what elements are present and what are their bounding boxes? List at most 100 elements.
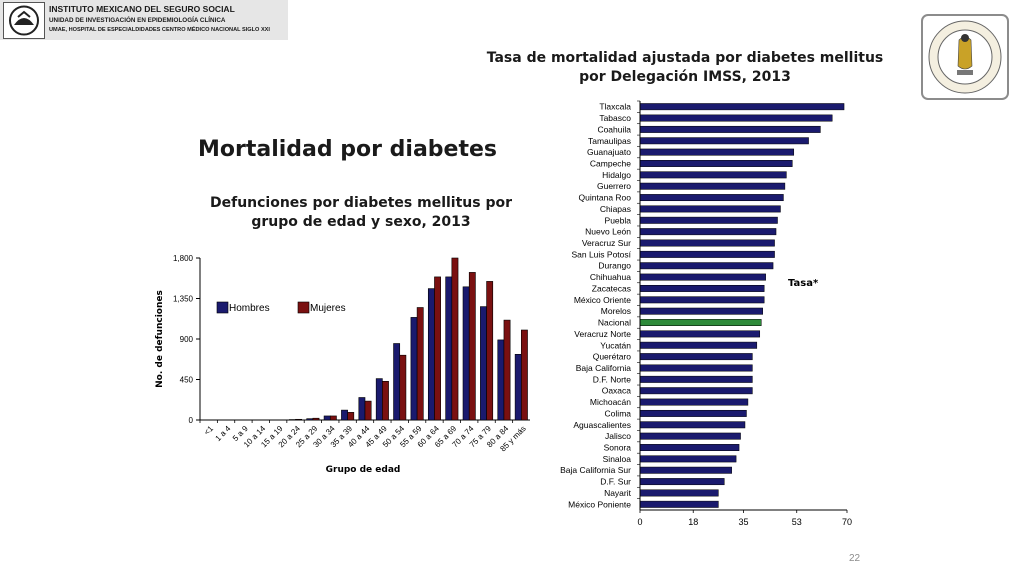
delegation-label: México Oriente (574, 295, 631, 305)
academia-seal (921, 14, 1009, 100)
delegation-bar (639, 114, 833, 122)
y-tick-label: 1,350 (173, 295, 194, 304)
delegation-label: Veracruz Norte (574, 329, 631, 339)
delegation-bar (639, 432, 741, 440)
delegation-label: Colima (605, 408, 632, 418)
delegation-label: San Luis Potosí (571, 249, 631, 259)
delegation-label: Sonora (604, 443, 632, 453)
mujeres-bar (451, 257, 459, 421)
x-tick-label: 35 (738, 517, 748, 527)
delegation-label: Puebla (605, 215, 632, 225)
delegation-bar (639, 421, 746, 429)
delegation-label: Guerrero (597, 181, 631, 191)
mujeres-bar (416, 307, 424, 421)
delegation-bar (639, 171, 787, 179)
delegation-bar (639, 387, 753, 395)
delegation-label: Quintana Roo (579, 193, 632, 203)
x-tick-label: 18 (688, 517, 698, 527)
delegation-label: Aguascalientes (573, 420, 631, 430)
mujeres-bar (312, 417, 320, 421)
legend-label-mujeres: Mujeres (310, 303, 346, 314)
delegation-bar (639, 489, 719, 497)
mujeres-bar (399, 354, 407, 421)
delegation-bar (639, 375, 753, 383)
age-chart-title: Defunciones por diabetes mellitus por gr… (209, 195, 512, 230)
delegation-bar (639, 285, 765, 292)
delegation-bar (639, 353, 753, 361)
delegation-bar (639, 148, 795, 156)
delegation-bar (639, 478, 725, 486)
delegation-bar (639, 216, 778, 224)
delegation-label: Campeche (590, 158, 631, 168)
mujeres-bar (295, 418, 303, 421)
delegation-bar (639, 273, 766, 281)
delegation-label: Durango (598, 261, 631, 271)
legend-swatch-hombres (216, 301, 229, 314)
mujeres-bar (503, 319, 511, 421)
delegation-label: Coahuila (597, 124, 631, 134)
legend-swatch-mujeres (297, 301, 310, 314)
delegation-label: Nayarit (604, 488, 632, 498)
series-label: Tasa* (788, 278, 819, 289)
x-tick-label: 53 (792, 517, 802, 527)
delegation-label: México Poniente (568, 499, 631, 509)
delegation-bar (639, 194, 784, 202)
delegation-bar (639, 341, 758, 349)
header-line-3: UMAE, HOSPITAL DE ESPECIALDIDADES CENTRO… (49, 27, 270, 33)
delegation-label: Hidalgo (602, 170, 631, 180)
mujeres-bar (347, 412, 355, 421)
slide-title: Mortalidad por diabetes (198, 137, 498, 162)
header-line-2: UNIDAD DE INVESTIGACIÓN EN EPIDEMIOLOGÍA… (49, 17, 226, 24)
delegation-bar (639, 182, 786, 190)
legend-label-hombres: Hombres (229, 303, 270, 314)
y-tick-label: 900 (180, 335, 194, 344)
mujeres-bar (486, 281, 494, 421)
x-axis-label: Grupo de edad (326, 465, 401, 475)
delegation-label: Baja California (576, 363, 632, 373)
mujeres-bar (434, 276, 441, 421)
imss-logo (3, 2, 45, 39)
delegation-label: Morelos (601, 306, 631, 316)
x-tick-label: 0 (637, 517, 642, 527)
delegation-label: D.F. Norte (593, 374, 632, 384)
delegation-label: Jalisco (605, 431, 631, 441)
delegation-label: Chihuahua (590, 272, 631, 282)
delegation-bar (639, 262, 774, 270)
delegation-bar (639, 125, 821, 133)
delegation-bar (639, 250, 775, 258)
delegation-bar (639, 239, 775, 247)
delegation-bar (639, 307, 763, 315)
mujeres-bar (521, 329, 528, 421)
delegation-bar (639, 500, 719, 508)
delegation-bar (639, 137, 809, 145)
delegation-label: Yucatán (600, 340, 631, 350)
delegation-bar (639, 444, 740, 451)
delegation-label: Tabasco (599, 113, 631, 123)
delegation-label: Tlaxcala (599, 102, 631, 112)
delegation-bar (639, 160, 793, 167)
delegation-label: Tamaulipas (588, 136, 631, 146)
institution-header: INSTITUTO MEXICANO DEL SEGURO SOCIAL UNI… (0, 0, 288, 40)
delegation-label: Querétaro (593, 352, 632, 362)
x-tick-label: 70 (842, 517, 852, 527)
y-tick-label: 450 (180, 376, 194, 385)
delegation-label: Veracruz Sur (582, 238, 631, 248)
delegation-label: Zacatecas (592, 283, 631, 293)
header-line-1: INSTITUTO MEXICANO DEL SEGURO SOCIAL (49, 4, 235, 14)
page-number: 22 (849, 553, 861, 564)
delegation-label: Nuevo León (585, 227, 631, 237)
delegation-bar (639, 409, 747, 417)
delegation-bar (639, 103, 845, 111)
rate-chart-title: Tasa de mortalidad ajustada por diabetes… (486, 50, 884, 85)
delegation-bar (639, 398, 749, 406)
mujeres-bar (468, 272, 476, 421)
delegation-bar (639, 364, 753, 372)
delegation-bar (639, 330, 761, 338)
delegation-bar (639, 228, 777, 236)
mujeres-bar (329, 415, 337, 421)
y-tick-label: 0 (189, 416, 194, 425)
delegation-bar (639, 296, 765, 304)
delegation-label: Guanajuato (587, 147, 631, 157)
delegation-label: D.F. Sur (600, 477, 631, 487)
